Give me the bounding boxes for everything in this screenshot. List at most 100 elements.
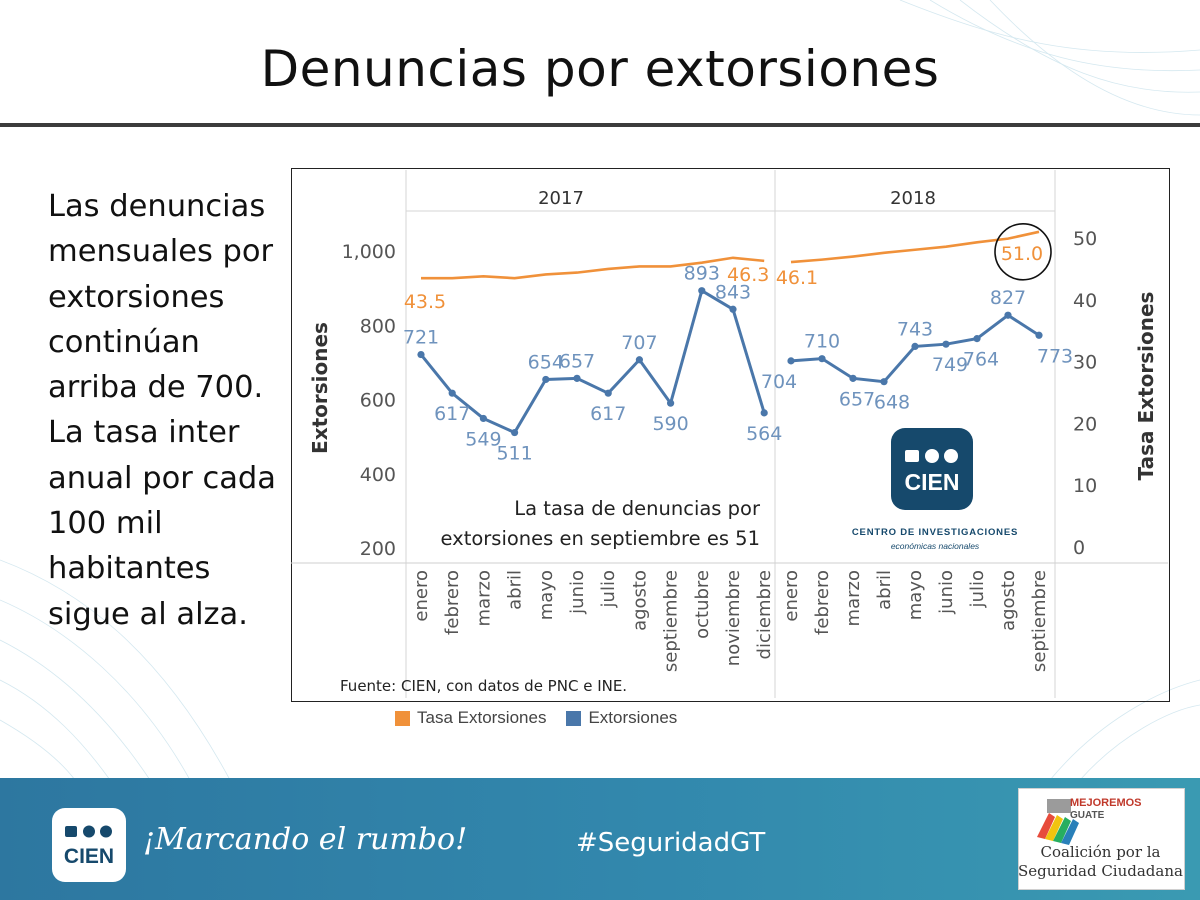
y-tick-left: 200	[360, 538, 396, 560]
legend-item-extorsiones: Extorsiones	[566, 708, 677, 728]
x-tick-label: marzo	[843, 570, 864, 626]
page-title: Denuncias por extorsiones	[260, 40, 940, 98]
partner-name: Coalición por la Seguridad Ciudadana	[1018, 843, 1183, 880]
legend-label-extorsiones: Extorsiones	[588, 708, 678, 727]
summary-text: Las denuncias mensuales por extorsiones …	[48, 189, 276, 632]
x-tick-label: septiembre	[661, 570, 682, 672]
footer-cien-icon: CIEN	[64, 825, 114, 868]
extorsiones-point	[667, 399, 675, 407]
x-tick-label: octubre	[692, 570, 713, 639]
partner-brand-sub: GUATE	[1070, 810, 1105, 821]
extorsiones-line-2017	[419, 288, 766, 435]
chart-annotation: La tasa de denuncias por extorsiones en …	[440, 497, 760, 550]
panel-header-2018: 2018	[890, 188, 936, 209]
partner-brand: MEJOREMOS	[1070, 797, 1142, 809]
x-tick-label: agosto	[998, 570, 1019, 631]
extorsiones-value-label: 749	[932, 354, 968, 376]
logo-subcaption: económicas nacionales	[890, 541, 980, 551]
legend-swatch-blue	[566, 710, 582, 726]
y-tick-right: 30	[1073, 352, 1097, 374]
extorsiones-value-label: 710	[804, 331, 840, 353]
extorsiones-value-label: 743	[897, 318, 933, 340]
extorsiones-value-label: 511	[496, 443, 532, 465]
y-tick-left: 400	[360, 464, 396, 486]
legend-item-tasa: Tasa Extorsiones	[395, 708, 546, 728]
extorsiones-value-label: 549	[465, 428, 501, 450]
cien-logo-icon: CIEN	[905, 449, 960, 495]
extorsiones-point	[973, 335, 981, 343]
extorsiones-value-label: 764	[963, 349, 999, 371]
x-tick-label: noviembre	[723, 570, 744, 666]
panel-header-2017: 2017	[538, 188, 584, 209]
title-divider	[0, 123, 1200, 127]
extorsiones-point	[818, 355, 826, 363]
x-tick-label: junio	[936, 570, 957, 615]
extorsiones-point	[511, 428, 519, 437]
extorsiones-point	[849, 374, 857, 382]
extorsiones-point	[880, 378, 888, 386]
y-tick-right: 20	[1073, 413, 1097, 435]
extortion-chart: 2017 2018 200 400 600 800 1,000 0 10 20 30 40 50 Exto…	[291, 170, 1168, 698]
y-tick-left: 1,000	[342, 241, 396, 263]
x-tick-label: abril	[505, 570, 526, 610]
extorsiones-point	[911, 342, 919, 351]
extorsiones-point	[760, 409, 768, 417]
x-tick-label: septiembre	[1029, 570, 1050, 672]
y-tick-right: 0	[1073, 537, 1085, 559]
footer-bar	[0, 778, 1200, 900]
cien-logo: CIEN	[891, 428, 973, 510]
background-wave-lines	[0, 0, 1200, 780]
extorsiones-point	[448, 389, 456, 397]
footer-cien-logo: CIEN	[52, 808, 126, 882]
x-tick-label: febrero	[442, 570, 463, 635]
extorsiones-value-label: 843	[715, 281, 751, 303]
extorsiones-value-label: 773	[1037, 345, 1073, 367]
chart-legend: Tasa Extorsiones Extorsiones	[395, 708, 697, 728]
extorsiones-value-label: 617	[434, 403, 470, 425]
y-tick-left: 800	[360, 315, 396, 337]
extorsiones-value-label: 617	[590, 403, 626, 425]
x-tick-label: junio	[567, 570, 588, 615]
tasa-value-label: 46.1	[776, 267, 818, 289]
x-tick-label: enero	[781, 570, 802, 622]
tasa-value-label: 46.3	[727, 264, 769, 286]
y-tick-left: 600	[360, 390, 396, 412]
tasa-value-label: 51.0	[1001, 243, 1043, 265]
extorsiones-point	[542, 375, 550, 384]
footer-logo-wordmark: CIEN	[64, 845, 114, 868]
extorsiones-value-label: 657	[559, 350, 595, 372]
extorsiones-value-label: 657	[839, 388, 875, 410]
legend-swatch-orange	[395, 710, 410, 726]
x-tick-label: mayo	[536, 570, 557, 620]
extorsiones-point	[417, 350, 425, 359]
legend-label-tasa: Tasa Extorsiones	[417, 708, 547, 727]
extorsiones-value-label: 707	[621, 332, 657, 354]
extorsiones-value-label: 704	[761, 371, 797, 393]
cien-logo-wordmark: CIEN	[905, 469, 960, 495]
source-note: Fuente: CIEN, con datos de PNC e INE.	[340, 677, 628, 695]
x-tick-label: agosto	[629, 570, 650, 631]
chart-frame	[291, 168, 1170, 702]
y-axis-title-left: Extorsiones	[308, 322, 332, 454]
extorsiones-value-label: 564	[746, 423, 782, 445]
partner-hand-icon	[1037, 799, 1079, 845]
x-tick-label: julio	[967, 570, 988, 608]
extorsiones-point	[698, 287, 706, 295]
extorsiones-value-label: 721	[403, 327, 439, 349]
extorsiones-value-label: 893	[684, 263, 720, 285]
footer-hashtag: #SeguridadGT	[576, 828, 766, 858]
extorsiones-value-label: 590	[652, 413, 688, 435]
x-tick-label: febrero	[812, 570, 833, 635]
extorsiones-point	[573, 374, 581, 382]
x-tick-label: mayo	[905, 570, 926, 620]
tasa-line-2017	[421, 256, 765, 280]
tasa-value-label: 43.5	[404, 291, 446, 313]
logo-caption: CENTRO DE INVESTIGACIONES	[851, 527, 1019, 538]
y-tick-right: 40	[1073, 290, 1097, 312]
extorsiones-point	[729, 305, 737, 313]
y-axis-title-right: Tasa Extorsiones	[1134, 292, 1158, 481]
x-tick-label: julio	[598, 570, 619, 608]
extorsiones-point	[787, 357, 795, 365]
extorsiones-point	[604, 389, 612, 397]
y-tick-right: 50	[1073, 228, 1097, 250]
